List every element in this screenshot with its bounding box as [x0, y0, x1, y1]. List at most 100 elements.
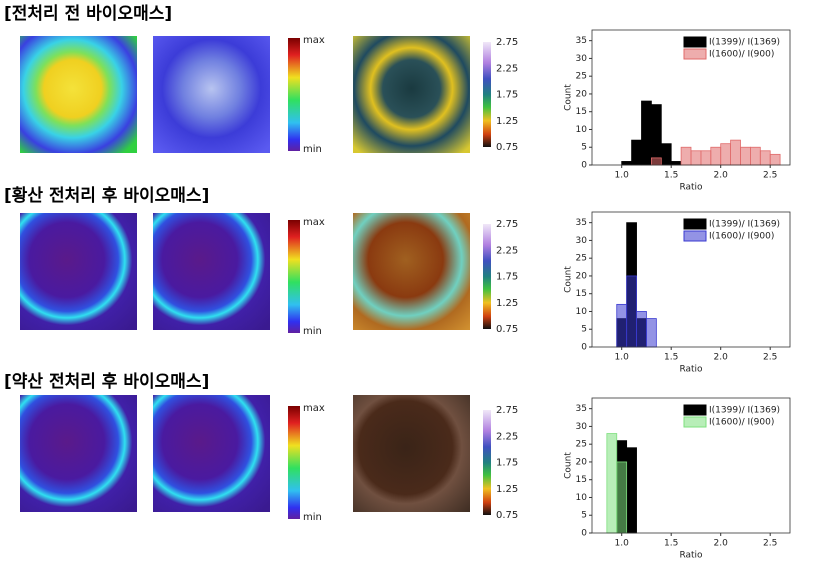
- colorbar-tick-label: 2.75: [496, 405, 518, 416]
- section-title: [황산 전처리 후 바이오매스]: [4, 185, 209, 206]
- histogram-bar: [631, 139, 642, 166]
- histogram-bar: [740, 146, 751, 166]
- legend-label: I(1399)/ I(1369): [709, 220, 780, 230]
- raman-image: [153, 213, 270, 330]
- ratio-image: [353, 36, 470, 153]
- images: [20, 36, 470, 512]
- y-tick-label: 0: [581, 343, 587, 353]
- y-tick-label: 30: [576, 236, 588, 246]
- histogram-bar: [660, 143, 672, 166]
- colorbar-tick-label: 0.75: [496, 142, 518, 153]
- raman-image: [20, 395, 137, 512]
- colorbar-label: max: [303, 35, 325, 46]
- ratio-colorbar: [483, 410, 491, 515]
- histogram-bar: [720, 143, 732, 166]
- colorbar-tick-label: 2.25: [496, 63, 518, 74]
- y-tick-label: 35: [576, 404, 587, 414]
- x-tick-label: 1.0: [615, 353, 630, 363]
- x-tick-label: 2.5: [763, 353, 777, 363]
- ratio-colorbar: [483, 42, 491, 147]
- histogram-bar: [621, 161, 633, 166]
- histogram-bar: [759, 150, 771, 166]
- plot-frame: [591, 397, 791, 534]
- colorbar-tick-label: 1.75: [496, 272, 518, 283]
- y-axis-title: Count: [564, 266, 574, 293]
- colorbar-tick-label: 0.75: [496, 510, 518, 521]
- intensity-colorbar: [288, 406, 300, 519]
- y-tick-label: 15: [576, 107, 587, 117]
- raman-image: [153, 36, 270, 153]
- x-tick-label: 1.5: [664, 171, 678, 181]
- colorbar-tick-label: 1.25: [496, 116, 518, 127]
- plot-frame: [591, 211, 791, 348]
- colorbar-tick-label: 2.25: [496, 245, 518, 256]
- intensity-colorbar: [288, 38, 300, 151]
- x-tick-label: 1.0: [615, 539, 630, 549]
- histogram-bar: [616, 461, 628, 534]
- histogram-bar: [626, 447, 637, 534]
- legend-label: I(1600)/ I(900): [709, 232, 774, 242]
- x-tick-label: 2.5: [763, 171, 777, 181]
- section-title: [약산 전처리 후 바이오매스]: [4, 371, 209, 392]
- histogram-bar: [606, 433, 618, 534]
- histogram-bar: [646, 318, 657, 348]
- y-tick-label: 10: [576, 493, 588, 503]
- colorbar-tick-label: 1.75: [496, 458, 518, 469]
- histogram-bar: [616, 303, 628, 348]
- x-tick-label: 2.0: [714, 171, 729, 181]
- legend-swatch: [683, 404, 707, 416]
- legend-swatch: [683, 36, 707, 48]
- y-tick-label: 5: [581, 511, 587, 521]
- colorbar-tick-label: 1.75: [496, 90, 518, 101]
- colorbar-label: min: [303, 512, 322, 523]
- ratio-image: [353, 213, 470, 330]
- raman-image: [20, 213, 137, 330]
- legend-swatch: [683, 48, 707, 60]
- legend-label: I(1600)/ I(900): [709, 418, 774, 428]
- y-tick-label: 25: [576, 440, 587, 450]
- y-tick-label: 15: [576, 475, 587, 485]
- y-tick-label: 10: [576, 125, 588, 135]
- y-axis-title: Count: [564, 452, 574, 479]
- colorbar-tick-label: 1.25: [496, 298, 518, 309]
- x-tick-label: 1.5: [664, 353, 678, 363]
- colorbar-label: max: [303, 217, 325, 228]
- legend-label: I(1600)/ I(900): [709, 50, 774, 60]
- x-tick-label: 1.0: [615, 171, 630, 181]
- y-axis-title: Count: [564, 84, 574, 111]
- raman-image: [20, 36, 137, 153]
- x-axis-title: Ratio: [679, 365, 703, 375]
- x-tick-label: 2.0: [714, 353, 729, 363]
- histogram-bar: [769, 153, 781, 166]
- x-tick-label: 2.0: [714, 539, 729, 549]
- y-tick-label: 10: [576, 307, 588, 317]
- histogram-bar: [651, 157, 662, 166]
- colorbar-tick-label: 2.75: [496, 37, 518, 48]
- histogram-bar: [626, 275, 637, 348]
- histogram-bar: [750, 146, 761, 166]
- colorbar-label: max: [303, 403, 325, 414]
- y-tick-label: 5: [581, 325, 587, 335]
- y-tick-label: 30: [576, 422, 588, 432]
- histogram-bar: [710, 146, 722, 166]
- y-tick-label: 25: [576, 254, 587, 264]
- y-tick-label: 5: [581, 143, 587, 153]
- colorbar-tick-label: 2.75: [496, 219, 518, 230]
- histogram-bar: [641, 100, 652, 166]
- raman-image: [153, 395, 270, 512]
- x-tick-label: 1.5: [664, 539, 678, 549]
- intensity-colorbar: [288, 220, 300, 333]
- y-tick-label: 35: [576, 36, 587, 46]
- histogram-bar: [730, 139, 741, 166]
- histogram-bar: [690, 150, 702, 166]
- legend-swatch: [683, 416, 707, 428]
- ratio-image: [353, 395, 470, 512]
- histogram-bar: [651, 104, 662, 166]
- histogram-bar: [700, 150, 712, 166]
- legend-swatch: [683, 218, 707, 230]
- legend-swatch: [683, 230, 707, 242]
- legend-label: I(1399)/ I(1369): [709, 406, 780, 416]
- y-tick-label: 30: [576, 54, 588, 64]
- y-tick-label: 20: [576, 89, 588, 99]
